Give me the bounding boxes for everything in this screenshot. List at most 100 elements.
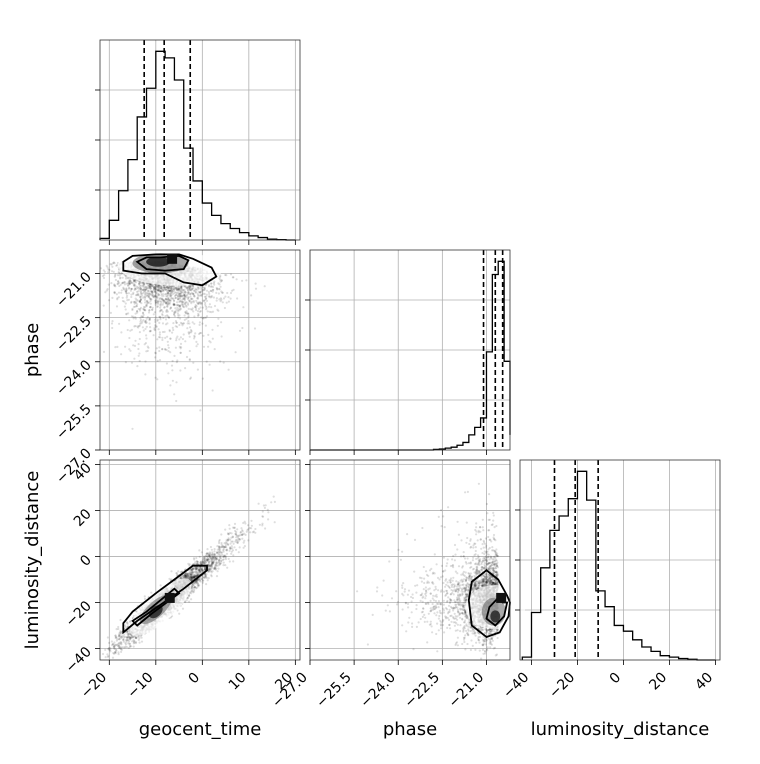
sample-point xyxy=(205,555,207,557)
sample-point xyxy=(159,334,161,336)
sample-point xyxy=(235,533,237,535)
sample-point xyxy=(104,291,106,293)
sample-point xyxy=(113,644,115,646)
sample-point xyxy=(180,352,182,354)
sample-point xyxy=(107,655,109,657)
sample-point xyxy=(216,575,218,577)
sample-point xyxy=(140,291,142,293)
sample-point xyxy=(184,314,186,316)
sample-point xyxy=(113,661,115,663)
sample-point xyxy=(227,296,229,298)
sample-point xyxy=(207,310,209,312)
sample-point xyxy=(202,378,204,380)
sample-point xyxy=(216,300,218,302)
sample-point xyxy=(142,297,144,299)
sample-point xyxy=(95,270,97,272)
sample-point xyxy=(110,263,112,265)
sample-point xyxy=(184,367,186,369)
sample-point xyxy=(230,298,232,300)
sample-point xyxy=(138,352,140,354)
sample-point xyxy=(113,262,115,264)
sample-point xyxy=(125,313,127,315)
sample-point xyxy=(136,305,138,307)
sample-point xyxy=(174,295,176,297)
sample-point xyxy=(238,551,240,553)
sample-point xyxy=(149,298,151,300)
sample-point xyxy=(180,336,182,338)
sample-point xyxy=(138,325,140,327)
sample-point xyxy=(199,321,201,323)
sample-point xyxy=(210,306,212,308)
sample-point xyxy=(119,277,121,279)
sample-point xyxy=(210,557,212,559)
sample-point xyxy=(216,309,218,311)
sample-point xyxy=(197,313,199,315)
sample-point xyxy=(111,322,113,324)
sample-point xyxy=(247,524,249,526)
sample-point xyxy=(90,263,92,265)
sample-point xyxy=(134,340,136,342)
sample-point xyxy=(157,285,159,287)
sample-point xyxy=(254,532,256,534)
sample-point xyxy=(235,549,237,551)
sample-point xyxy=(114,635,116,637)
sample-point xyxy=(182,323,184,325)
sample-point xyxy=(81,354,83,356)
sample-point xyxy=(215,557,217,559)
sample-point xyxy=(144,595,146,597)
sample-point xyxy=(102,653,104,655)
sample-point xyxy=(157,305,159,307)
sample-point xyxy=(172,327,174,329)
sample-point xyxy=(210,283,212,285)
sample-point xyxy=(103,305,105,307)
sample-point xyxy=(128,319,130,321)
sample-point xyxy=(181,286,183,288)
sample-point xyxy=(195,557,197,559)
sample-point xyxy=(139,308,141,310)
sample-point xyxy=(185,302,187,304)
sample-point xyxy=(182,306,184,308)
sample-point xyxy=(169,329,171,331)
sample-point xyxy=(124,346,126,348)
sample-point xyxy=(94,264,96,266)
sample-point xyxy=(198,295,200,297)
sample-point xyxy=(219,549,221,551)
sample-point xyxy=(232,276,234,278)
sample-point xyxy=(111,640,113,642)
sample-point xyxy=(233,546,235,548)
sample-point xyxy=(183,333,185,335)
sample-point xyxy=(186,327,188,329)
sample-point xyxy=(164,315,166,317)
sample-point xyxy=(236,528,238,530)
sample-point xyxy=(199,409,201,411)
sample-point xyxy=(200,316,202,318)
sample-point xyxy=(183,297,185,299)
sample-point xyxy=(118,296,120,298)
sample-point xyxy=(193,323,195,325)
sample-point xyxy=(230,292,232,294)
sample-point xyxy=(168,317,170,319)
sample-point xyxy=(149,322,151,324)
sample-point xyxy=(161,337,163,339)
sample-point xyxy=(274,521,276,523)
sample-point xyxy=(173,304,175,306)
sample-point xyxy=(199,332,201,334)
sample-point xyxy=(186,310,188,312)
sample-point xyxy=(149,300,151,302)
sample-point xyxy=(250,520,252,522)
sample-point xyxy=(226,567,228,569)
sample-point xyxy=(144,373,146,375)
sample-point xyxy=(124,636,126,638)
sample-point xyxy=(102,275,104,277)
sample-point xyxy=(169,384,171,386)
sample-point xyxy=(146,326,148,328)
sample-point xyxy=(241,327,243,329)
sample-point xyxy=(225,542,227,544)
sample-point xyxy=(135,298,137,300)
sample-point xyxy=(155,352,157,354)
sample-point xyxy=(184,573,186,575)
sample-point xyxy=(133,325,135,327)
sample-point xyxy=(92,299,94,301)
sample-point xyxy=(164,349,166,351)
